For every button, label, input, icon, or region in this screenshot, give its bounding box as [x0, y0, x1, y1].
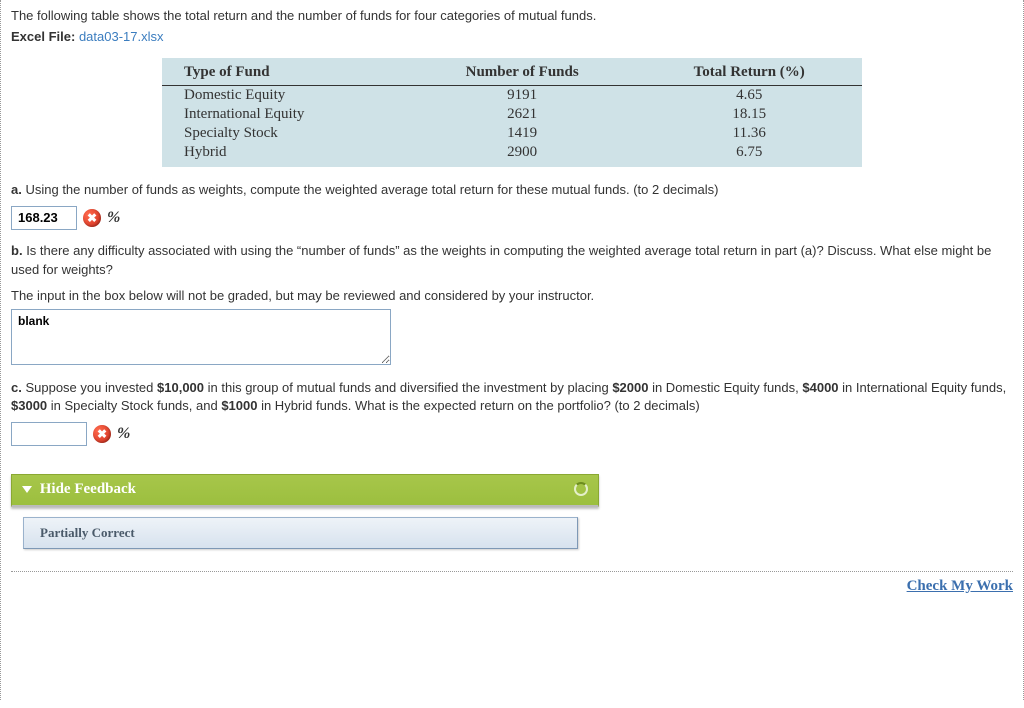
answer-input-c[interactable] — [11, 422, 87, 446]
percent-unit: % — [107, 209, 120, 227]
cell-number: 2900 — [408, 143, 637, 167]
excel-file-link[interactable]: data03-17.xlsx — [79, 29, 164, 44]
feedback-status: Partially Correct — [23, 517, 578, 549]
question-a: a. Using the number of funds as weights,… — [11, 181, 1013, 200]
amount-total: $10,000 — [157, 380, 204, 395]
qc-mid1: in this group of mutual funds and divers… — [204, 380, 612, 395]
answer-row-c: ✖ % — [11, 422, 1013, 446]
question-c: c. Suppose you invested $10,000 in this … — [11, 379, 1013, 417]
table-row: International Equity 2621 18.15 — [162, 105, 862, 124]
cell-number: 1419 — [408, 124, 637, 143]
incorrect-icon: ✖ — [83, 209, 101, 227]
cell-type: International Equity — [162, 105, 408, 124]
amount-4: $1000 — [221, 398, 257, 413]
table-header-row: Type of Fund Number of Funds Total Retur… — [162, 58, 862, 86]
footer-bar: Check My Work — [11, 571, 1013, 595]
funds-table: Type of Fund Number of Funds Total Retur… — [162, 58, 862, 167]
col-header-number: Number of Funds — [408, 58, 637, 86]
question-letter: b. — [11, 243, 23, 258]
qc-mid4: in Specialty Stock funds, and — [47, 398, 221, 413]
question-container: The following table shows the total retu… — [0, 0, 1024, 700]
cell-number: 9191 — [408, 86, 637, 106]
qc-prefix: Suppose you invested — [25, 380, 157, 395]
cell-return: 18.15 — [636, 105, 862, 124]
question-text: Using the number of funds as weights, co… — [25, 182, 718, 197]
feedback-section: Hide Feedback Partially Correct — [11, 474, 599, 549]
cell-number: 2621 — [408, 105, 637, 124]
question-letter: c. — [11, 380, 22, 395]
amount-1: $2000 — [612, 380, 648, 395]
answer-row-a: ✖ % — [11, 206, 1013, 230]
chevron-down-icon — [22, 486, 32, 493]
col-header-return: Total Return (%) — [636, 58, 862, 86]
table-row: Specialty Stock 1419 11.36 — [162, 124, 862, 143]
grading-note: The input in the box below will not be g… — [11, 288, 1013, 303]
cell-return: 6.75 — [636, 143, 862, 167]
question-letter: a. — [11, 182, 22, 197]
loading-icon — [574, 482, 588, 496]
table-row: Hybrid 2900 6.75 — [162, 143, 862, 167]
file-line: Excel File: data03-17.xlsx — [11, 29, 1013, 44]
feedback-toggle-label: Hide Feedback — [40, 481, 136, 497]
cell-return: 4.65 — [636, 86, 862, 106]
qc-mid3: in International Equity funds, — [839, 380, 1007, 395]
cell-type: Specialty Stock — [162, 124, 408, 143]
answer-input-a[interactable] — [11, 206, 77, 230]
table-row: Domestic Equity 9191 4.65 — [162, 86, 862, 106]
question-text: Is there any difficulty associated with … — [11, 243, 991, 277]
qc-mid2: in Domestic Equity funds, — [648, 380, 802, 395]
qc-suffix: in Hybrid funds. What is the expected re… — [257, 398, 699, 413]
feedback-toggle[interactable]: Hide Feedback — [11, 474, 599, 507]
intro-text: The following table shows the total retu… — [11, 8, 1013, 23]
incorrect-icon: ✖ — [93, 425, 111, 443]
amount-3: $3000 — [11, 398, 47, 413]
cell-type: Domestic Equity — [162, 86, 408, 106]
check-my-work-link[interactable]: Check My Work — [907, 578, 1013, 594]
discussion-textarea[interactable] — [11, 309, 391, 365]
percent-unit: % — [117, 425, 130, 443]
question-b: b. Is there any difficulty associated wi… — [11, 242, 1013, 280]
amount-2: $4000 — [802, 380, 838, 395]
col-header-type: Type of Fund — [162, 58, 408, 86]
file-label: Excel File: — [11, 29, 75, 44]
cell-return: 11.36 — [636, 124, 862, 143]
cell-type: Hybrid — [162, 143, 408, 167]
